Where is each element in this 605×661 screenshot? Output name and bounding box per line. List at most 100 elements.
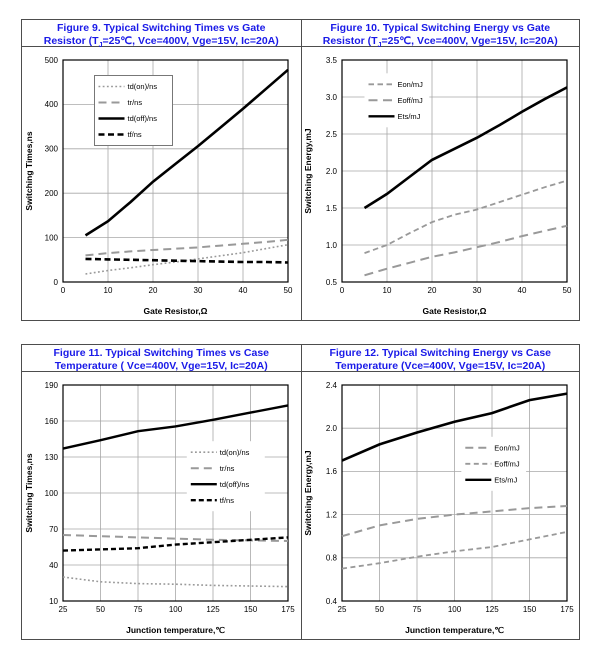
svg-text:tf/ns: tf/ns <box>127 130 141 139</box>
title-text: =25℃, Vce=400V, Vge=15V, Ic=20A) <box>102 35 279 47</box>
svg-text:150: 150 <box>244 605 258 614</box>
svg-text:75: 75 <box>133 605 142 614</box>
figure-11-chart-area: 25 50 75 100 125 150 175 10 40 70 100 130 160 190 Junc… <box>22 372 301 639</box>
figure-9-title: Figure 9. Typical Switching Times vs Gat… <box>22 20 301 49</box>
svg-text:Switching Times,ns: Switching Times,ns <box>24 453 34 532</box>
svg-text:200: 200 <box>44 189 58 198</box>
svg-text:1.6: 1.6 <box>326 467 338 476</box>
svg-text:500: 500 <box>44 56 58 65</box>
figure-10-panel: Figure 10. Typical Switching Energy vs G… <box>300 20 580 320</box>
svg-text:50: 50 <box>562 286 571 295</box>
svg-text:tr/ns: tr/ns <box>220 464 235 473</box>
title-subscript: J <box>377 42 382 50</box>
figure-10-chart-area: 0 10 20 30 40 50 0.5 1.0 1.5 2.0 2.5 3.0 3.5 Gate Res… <box>302 47 580 320</box>
svg-text:1.0: 1.0 <box>326 241 338 250</box>
title-text: Resistor (T <box>322 35 378 47</box>
svg-text:400: 400 <box>44 100 58 109</box>
svg-text:Gate Resistor,Ω: Gate Resistor,Ω <box>143 306 207 316</box>
figure-12-title-line1: Figure 12. Typical Switching Energy vs C… <box>329 347 552 359</box>
svg-text:100: 100 <box>169 605 183 614</box>
svg-text:td(off)/ns: td(off)/ns <box>127 114 157 123</box>
figure-block-bottom: Figure 11. Typical Switching Times vs Ca… <box>21 344 580 640</box>
figure-11-title: Figure 11. Typical Switching Times vs Ca… <box>22 345 301 372</box>
svg-text:Ets/mJ: Ets/mJ <box>494 475 517 484</box>
svg-text:Junction temperature,℃: Junction temperature,℃ <box>126 625 225 635</box>
svg-text:1.5: 1.5 <box>326 204 338 213</box>
svg-text:50: 50 <box>283 286 292 295</box>
svg-text:25: 25 <box>58 605 67 614</box>
svg-text:td(off)/ns: td(off)/ns <box>220 480 250 489</box>
svg-text:10: 10 <box>382 286 391 295</box>
svg-text:Eoff/mJ: Eoff/mJ <box>494 459 520 468</box>
svg-text:40: 40 <box>49 561 58 570</box>
svg-text:td(on)/ns: td(on)/ns <box>220 448 250 457</box>
svg-text:0: 0 <box>61 286 66 295</box>
svg-text:Gate Resistor,Ω: Gate Resistor,Ω <box>422 306 486 316</box>
figure-12-title-line2: Temperature (Vce=400V, Vge=15V, Ic=20A) <box>304 360 578 377</box>
svg-text:Eon/mJ: Eon/mJ <box>494 443 520 452</box>
svg-text:25: 25 <box>337 605 346 614</box>
figure-block-top: Figure 9. Typical Switching Times vs Gat… <box>21 19 580 321</box>
figure-9-title-line2: Resistor (TJ=25℃, Vce=400V, Vge=15V, Ic=… <box>24 35 299 52</box>
svg-text:0: 0 <box>340 286 345 295</box>
svg-text:3.0: 3.0 <box>326 93 338 102</box>
svg-text:0.8: 0.8 <box>326 554 338 563</box>
svg-text:50: 50 <box>96 605 105 614</box>
figure-9-title-line1: Figure 9. Typical Switching Times vs Gat… <box>56 22 266 34</box>
svg-text:160: 160 <box>44 417 58 426</box>
title-text: Temperature (Vce=400V, Vge=15V, Ic=20A) <box>335 360 546 372</box>
svg-text:175: 175 <box>281 605 295 614</box>
svg-text:175: 175 <box>560 605 574 614</box>
svg-text:30: 30 <box>472 286 481 295</box>
figure-12-title: Figure 12. Typical Switching Energy vs C… <box>301 345 579 372</box>
svg-text:Eoff/mJ: Eoff/mJ <box>397 96 423 105</box>
svg-text:75: 75 <box>412 605 421 614</box>
figure-11-title-line2: Temperature ( Vce=400V, Vge=15V, Ic=20A) <box>24 360 299 377</box>
svg-text:Eon/mJ: Eon/mJ <box>397 80 423 89</box>
svg-text:0.5: 0.5 <box>326 278 338 287</box>
svg-text:2.4: 2.4 <box>326 381 338 390</box>
svg-text:30: 30 <box>193 286 202 295</box>
figure-10-title: Figure 10. Typical Switching Energy vs G… <box>301 20 579 49</box>
title-subscript: J <box>98 42 103 50</box>
svg-text:Ets/mJ: Ets/mJ <box>397 112 420 121</box>
svg-text:2.0: 2.0 <box>326 167 338 176</box>
title-text: =25℃, Vce=400V, Vge=15V, Ic=20A) <box>381 35 558 47</box>
figure-11-title-line1: Figure 11. Typical Switching Times vs Ca… <box>53 347 270 359</box>
svg-text:10: 10 <box>49 597 58 606</box>
svg-text:Switching Energy,mJ: Switching Energy,mJ <box>303 450 313 536</box>
svg-text:tf/ns: tf/ns <box>220 496 234 505</box>
svg-text:40: 40 <box>238 286 247 295</box>
svg-text:130: 130 <box>44 453 58 462</box>
svg-text:2.0: 2.0 <box>326 424 338 433</box>
svg-text:2.5: 2.5 <box>326 130 338 139</box>
svg-text:0.4: 0.4 <box>326 597 338 606</box>
title-text: Resistor (T <box>43 35 99 47</box>
svg-text:10: 10 <box>103 286 112 295</box>
svg-text:50: 50 <box>375 605 384 614</box>
svg-text:100: 100 <box>44 489 58 498</box>
svg-text:40: 40 <box>517 286 526 295</box>
svg-text:190: 190 <box>44 381 58 390</box>
svg-text:125: 125 <box>485 605 499 614</box>
svg-text:0: 0 <box>53 278 58 287</box>
svg-text:Junction temperature,℃: Junction temperature,℃ <box>405 625 504 635</box>
figure-10-title-line1: Figure 10. Typical Switching Energy vs G… <box>330 22 551 34</box>
figure-12-chart-area: 25 50 75 100 125 150 175 0.4 0.8 1.2 1.6 2.0 2.4 Junc… <box>302 372 580 639</box>
title-text: Temperature ( Vce=400V, Vge=15V, Ic=20A) <box>54 360 268 372</box>
svg-text:70: 70 <box>49 525 58 534</box>
figure-12-chart: 25 50 75 100 125 150 175 0.4 0.8 1.2 1.6 2.0 2.4 Junc… <box>303 381 574 635</box>
svg-text:Switching Energy,mJ: Switching Energy,mJ <box>303 128 313 214</box>
svg-text:1.2: 1.2 <box>326 510 338 519</box>
svg-text:tr/ns: tr/ns <box>127 98 142 107</box>
svg-text:300: 300 <box>44 145 58 154</box>
svg-text:150: 150 <box>523 605 537 614</box>
svg-text:100: 100 <box>44 233 58 242</box>
svg-text:td(on)/ns: td(on)/ns <box>127 82 157 91</box>
svg-text:125: 125 <box>206 605 220 614</box>
figure-10-title-line2: Resistor (TJ=25℃, Vce=400V, Vge=15V, Ic=… <box>304 35 578 52</box>
figure-10-chart: 0 10 20 30 40 50 0.5 1.0 1.5 2.0 2.5 3.0 3.5 Gate Res… <box>303 56 572 316</box>
figure-11-panel: Figure 11. Typical Switching Times vs Ca… <box>22 345 301 639</box>
